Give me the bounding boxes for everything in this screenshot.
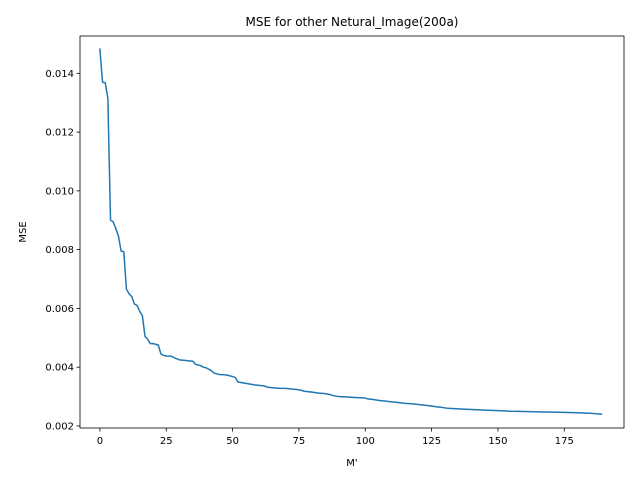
y-tick-label: 0.012 (45, 128, 74, 139)
y-tick-label: 0.006 (45, 304, 74, 315)
x-tick-label: 175 (555, 436, 574, 447)
x-tick-label: 125 (422, 436, 441, 447)
x-tick-label: 75 (293, 436, 306, 447)
chart-title: MSE for other Netural_Image(200a) (246, 15, 459, 29)
y-axis-label: MSE (18, 221, 29, 242)
x-tick-label: 100 (356, 436, 375, 447)
y-tick-label: 0.010 (45, 186, 74, 197)
series-layer (99, 48, 603, 415)
x-tick-label: 25 (160, 436, 173, 447)
x-tick-label: 150 (488, 436, 507, 447)
y-tick-label: 0.014 (45, 69, 74, 80)
y-axis-ticks: 0.002 0.004 0.006 0.008 0.010 0.012 0.014 (45, 69, 80, 432)
y-tick-label: 0.004 (45, 363, 74, 374)
mse-series-line (99, 48, 603, 415)
x-axis-label: M' (346, 458, 357, 469)
x-tick-label: 0 (97, 436, 103, 447)
y-tick-label: 0.002 (45, 421, 74, 432)
y-tick-label: 0.008 (45, 245, 74, 256)
axes-frame (79, 35, 625, 429)
x-tick-label: 50 (226, 436, 239, 447)
x-axis-ticks: 0 25 50 75 100 125 150 175 (97, 428, 574, 447)
